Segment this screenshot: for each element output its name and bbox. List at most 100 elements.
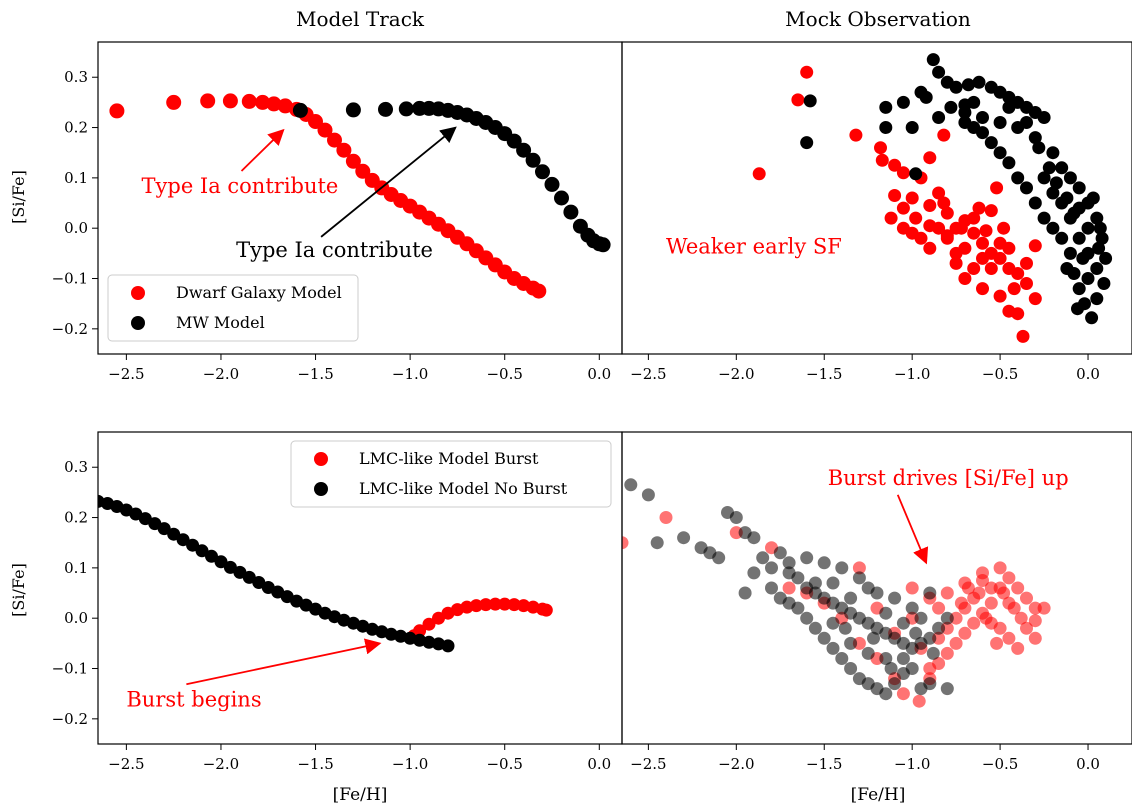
panel-bottom-left: −2.5 −2.0 −1.5 −1.0 −0.5 0.0 −0.2 −0.1 0.0 0.1 0.2… — [52, 431, 623, 773]
data-point — [488, 597, 502, 611]
series-1 — [800, 53, 1113, 325]
x-tick-label: −0.5 — [982, 365, 1018, 383]
data-point — [1063, 246, 1077, 260]
data-point — [167, 527, 181, 541]
data-point — [940, 682, 954, 696]
data-point — [944, 100, 958, 114]
data-point — [641, 488, 655, 502]
data-point — [507, 598, 521, 612]
series-1 — [98, 494, 455, 653]
x-tick-label: 0.0 — [587, 755, 611, 773]
data-point — [659, 511, 673, 524]
legend-label: LMC-like Model No Burst — [359, 479, 568, 498]
data-point — [398, 101, 414, 117]
data-point — [1090, 292, 1104, 306]
data-point — [979, 224, 993, 238]
data-point — [909, 211, 923, 225]
series-0 — [752, 65, 1042, 343]
data-point — [976, 251, 989, 265]
data-point — [896, 201, 910, 215]
data-point — [808, 576, 822, 590]
data-point — [1046, 221, 1060, 235]
data-point — [200, 93, 216, 109]
data-point — [1028, 292, 1042, 306]
data-point — [1020, 256, 1033, 270]
series-1 — [292, 100, 611, 253]
data-point — [752, 167, 766, 181]
data-point — [535, 164, 550, 180]
data-points — [752, 53, 1113, 343]
data-point — [879, 121, 893, 134]
x-tick-label: −0.5 — [486, 365, 522, 383]
data-point — [949, 636, 963, 650]
data-point — [888, 158, 902, 172]
data-point — [677, 531, 691, 545]
data-point — [949, 246, 963, 260]
data-point — [990, 636, 1004, 650]
data-point — [949, 80, 963, 94]
data-point — [1071, 302, 1084, 316]
data-point — [844, 662, 858, 675]
data-point — [826, 616, 840, 630]
data-point — [1020, 621, 1033, 635]
data-point — [479, 598, 493, 612]
data-point — [984, 616, 998, 630]
data-point — [327, 132, 342, 148]
data-point — [422, 617, 436, 631]
data-point — [937, 196, 951, 210]
data-point — [1072, 282, 1086, 296]
data-points — [622, 478, 1051, 708]
x-axis-label-left: [Fe/H] — [333, 785, 388, 805]
data-point — [791, 601, 805, 615]
data-point — [1037, 111, 1051, 124]
data-point — [867, 631, 880, 645]
data-point — [1086, 191, 1100, 205]
axes-frame — [621, 41, 1132, 355]
data-point — [861, 646, 875, 660]
data-point — [800, 551, 814, 565]
data-point — [498, 597, 512, 611]
data-point — [949, 256, 963, 270]
legend-label: LMC-like Model Burst — [359, 449, 539, 468]
data-point — [1028, 614, 1042, 628]
data-point — [506, 133, 522, 149]
data-point — [800, 136, 814, 150]
data-point — [896, 221, 910, 235]
x-tick-label: −2.0 — [718, 755, 754, 773]
data-point — [222, 93, 238, 109]
data-point — [990, 181, 1004, 195]
data-point — [782, 556, 796, 570]
data-point — [1060, 191, 1074, 205]
y-tick-label: −0.2 — [52, 320, 88, 338]
data-point — [1081, 272, 1095, 285]
y-axis-label-top: [Si/Fe] — [9, 170, 28, 224]
data-point — [1046, 146, 1060, 160]
data-point — [516, 142, 532, 158]
data-point — [932, 186, 946, 200]
data-point — [879, 606, 893, 620]
data-point — [595, 237, 611, 253]
data-point — [563, 204, 579, 220]
data-point — [345, 153, 361, 169]
legend-marker — [314, 482, 328, 496]
annotation-text: Weaker early SF — [666, 234, 842, 258]
legend-box — [107, 274, 359, 342]
data-point — [1020, 181, 1033, 195]
data-point — [109, 103, 125, 119]
data-point — [844, 636, 858, 650]
data-point — [292, 102, 308, 118]
data-point — [650, 536, 664, 550]
x-tick-label: −1.0 — [894, 755, 930, 773]
x-tick-label: −1.0 — [392, 755, 428, 773]
data-point — [993, 116, 1007, 129]
y-tick-label: −0.1 — [52, 270, 88, 288]
y-tick-label: 0.2 — [64, 119, 88, 137]
data-point — [1067, 206, 1081, 220]
data-point — [909, 167, 923, 181]
panel-top-right: −2.5 −2.0 −1.5 −1.0 −0.5 0.0 Weaker early SF — [621, 41, 1132, 383]
data-point — [1090, 211, 1104, 225]
x-tick-label: −0.5 — [486, 755, 522, 773]
data-point — [1055, 161, 1069, 175]
y-tick-label: 0.0 — [64, 219, 88, 237]
